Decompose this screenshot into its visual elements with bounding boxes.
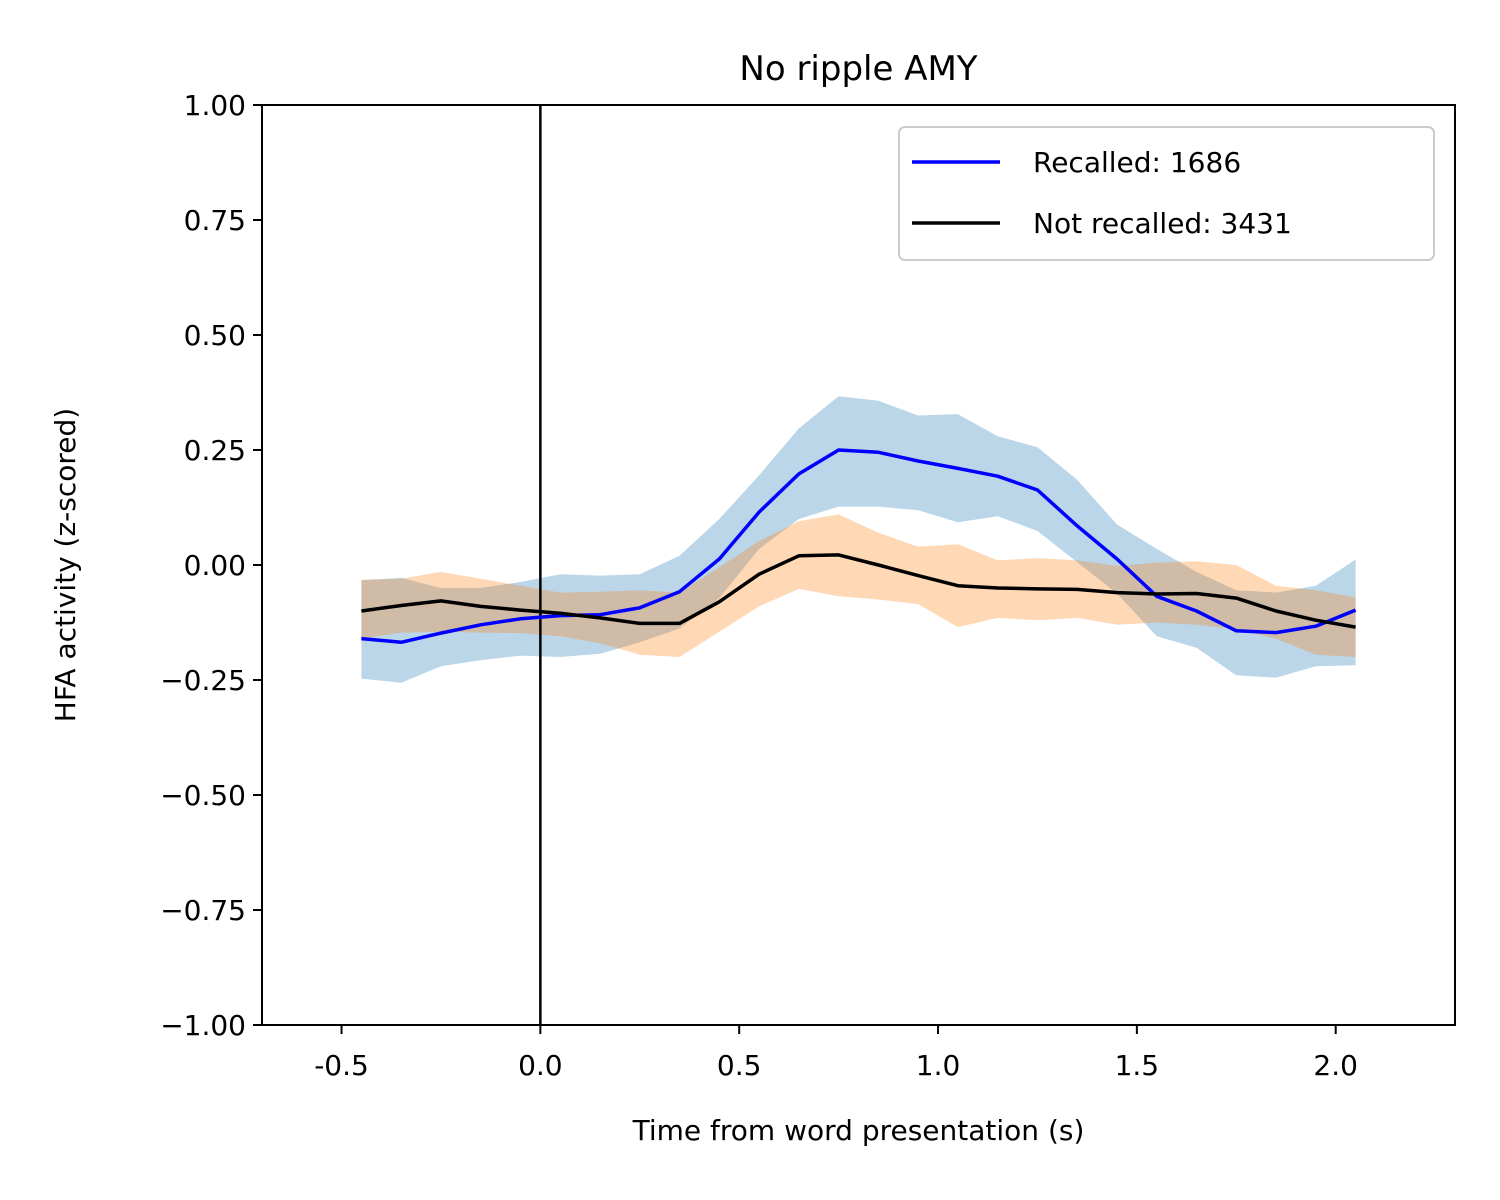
legend-box xyxy=(898,126,1435,261)
y-tick-label: 0.50 xyxy=(184,319,246,352)
y-tick-label: −0.75 xyxy=(160,894,246,927)
x-tick-label: 1.5 xyxy=(1115,1049,1160,1082)
chart-title: No ripple AMY xyxy=(739,49,977,89)
y-tick-label: 0.25 xyxy=(184,434,246,467)
legend-label: Not recalled: 3431 xyxy=(1033,207,1292,240)
x-axis-ticks: -0.5 0.0 0.5 1.0 1.5 2.0 xyxy=(314,1025,1358,1082)
legend: Recalled: 1686 Not recalled: 3431 xyxy=(898,126,1435,261)
series-band-2 xyxy=(361,514,1356,657)
series-line-2 xyxy=(361,553,1356,629)
y-axis-title: HFA activity (z-scored) xyxy=(49,408,82,722)
y-tick-label: −0.25 xyxy=(160,664,246,697)
y-tick-label: 1.00 xyxy=(184,89,246,122)
y-axis-ticks: 1.00 0.75 0.50 0.25 0.00 −0.25 −0.50 −0.75 −1.00 xyxy=(160,89,262,1042)
series-lines xyxy=(361,448,1357,645)
y-tick-label: 0.00 xyxy=(184,549,246,582)
confidence-bands xyxy=(361,396,1356,683)
y-tick-label: −0.50 xyxy=(160,779,246,812)
x-tick-label: 0.0 xyxy=(518,1049,563,1082)
y-tick-label: −1.00 xyxy=(160,1009,246,1042)
legend-label: Recalled: 1686 xyxy=(1033,146,1241,179)
x-axis-title: Time from word presentation (s) xyxy=(632,1114,1085,1147)
series-band-1 xyxy=(361,396,1356,683)
x-tick-label: 2.0 xyxy=(1313,1049,1358,1082)
x-tick-label: -0.5 xyxy=(314,1049,369,1082)
series-line-1 xyxy=(361,448,1357,645)
y-tick-label: 0.75 xyxy=(184,204,246,237)
x-tick-label: 0.5 xyxy=(717,1049,762,1082)
x-tick-label: 1.0 xyxy=(916,1049,961,1082)
